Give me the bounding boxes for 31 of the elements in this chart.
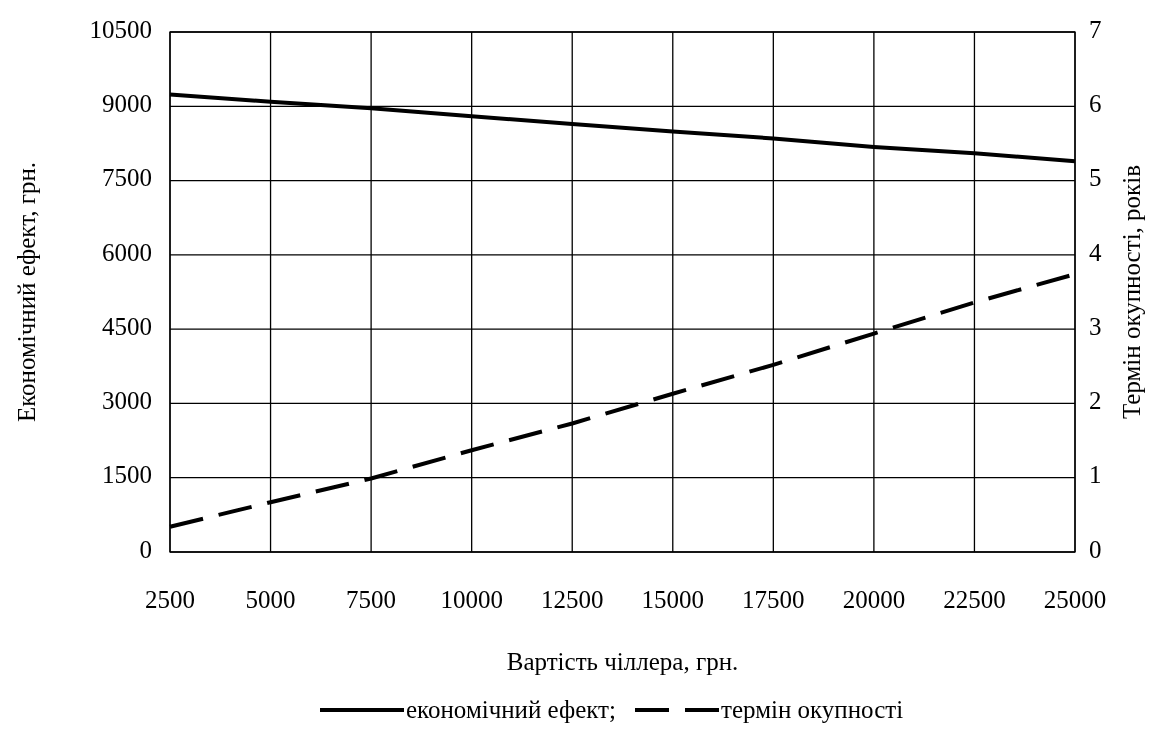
x-tick-label: 7500 [346, 586, 397, 613]
y2-tick-label: 5 [1089, 164, 1102, 192]
y-tick-label: 3000 [102, 387, 152, 415]
y-tick-label: 9000 [102, 90, 152, 118]
x-tick-label: 25000 [1043, 586, 1107, 613]
x-axis-title: Вартість чіллера, грн. [506, 648, 739, 675]
x-tick-label: 10000 [440, 586, 503, 613]
x-tick-label: 15000 [641, 586, 705, 613]
x-tick-label: 22500 [943, 586, 1006, 613]
x-tick-label: 17500 [742, 586, 805, 613]
y2-tick-label: 6 [1089, 90, 1102, 118]
x-tick-label: 5000 [245, 586, 296, 613]
y2-tick-label: 2 [1089, 387, 1102, 415]
legend-label: економічний ефект; [406, 696, 616, 723]
x-tick-label: 20000 [842, 586, 906, 613]
x-tick-label: 12500 [540, 586, 604, 613]
y-tick-label: 4500 [102, 312, 152, 340]
x-tick-label: 2500 [145, 586, 195, 613]
y-tick-label: 1500 [102, 461, 152, 489]
y-tick-label: 7500 [102, 164, 152, 192]
y2-tick-label: 0 [1089, 535, 1102, 563]
y-tick-label: 0 [139, 535, 152, 563]
y2-tick-label: 1 [1089, 461, 1102, 489]
y2-tick-label: 7 [1089, 15, 1102, 43]
y-tick-label: 10500 [89, 15, 152, 43]
y2-axis-title: Термін окупності, років [1118, 165, 1145, 419]
y-tick-label: 6000 [102, 238, 152, 266]
legend-label: термін окупності [721, 696, 904, 723]
y-axis-title: Економічний ефект, грн. [13, 161, 40, 423]
y2-tick-label: 4 [1089, 238, 1102, 266]
y2-tick-label: 3 [1089, 312, 1102, 340]
